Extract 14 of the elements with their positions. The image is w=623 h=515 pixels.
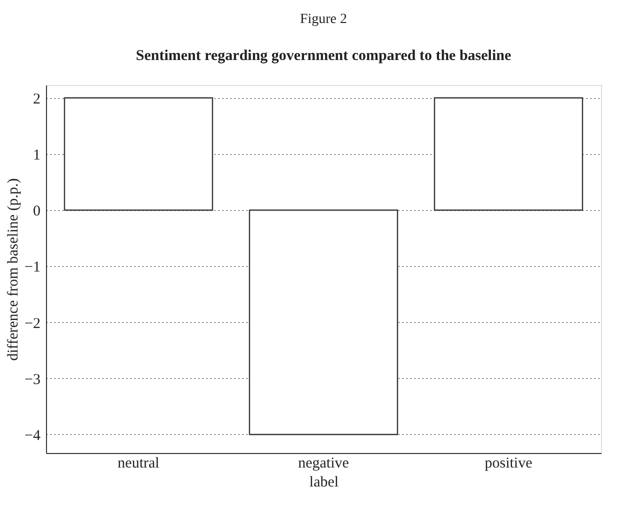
y-tick-label: 1 xyxy=(33,148,40,164)
x-tick-label: neutral xyxy=(118,456,160,472)
y-tick-label: 2 xyxy=(33,91,40,108)
x-axis-title: label xyxy=(309,474,339,490)
y-tick-label: −3 xyxy=(24,372,40,388)
chart-title: Sentiment regarding government compared to the baseline xyxy=(136,48,512,64)
x-tick-label: negative xyxy=(298,456,350,472)
y-tick-label: −1 xyxy=(24,260,40,276)
caption: Figure 2 xyxy=(300,12,348,27)
y-axis-title: difference from baseline (p.p.) xyxy=(6,178,22,361)
y-tick-label: −4 xyxy=(24,428,41,444)
x-tick-label: positive xyxy=(484,456,533,472)
y-tick-label: −2 xyxy=(24,316,40,332)
y-tick-label: 0 xyxy=(33,204,40,220)
